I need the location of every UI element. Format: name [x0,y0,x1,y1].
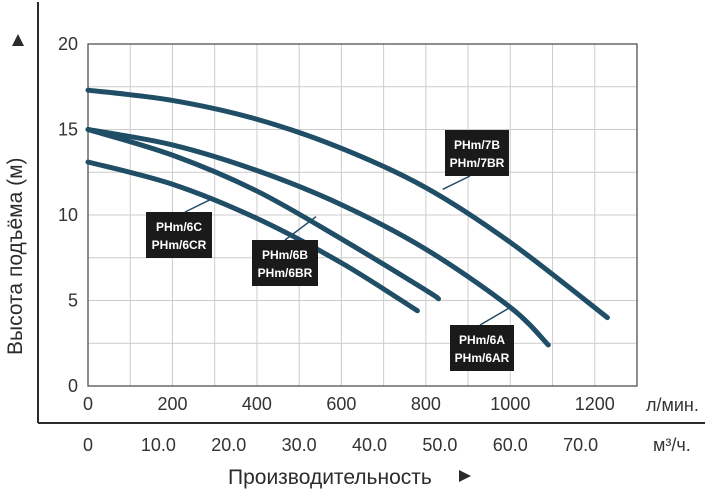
x2-tick-label: 50.0 [422,435,457,455]
x-tick-label: 1000 [490,394,530,414]
x-tick-label: 1200 [575,394,615,414]
x2-tick-label: 20.0 [211,435,246,455]
series-label-box [445,130,509,176]
y-axis-title: Высота подъёма (м) [4,157,27,355]
x2-tick-label: 60.0 [493,435,528,455]
series-label-text: PHm/6A [459,333,505,347]
series-labels: PHm/7B PHm/7BR PHm/6A PHm/6AR PHm/6B PHm/6BR P… [146,130,514,371]
x2-tick-label: 0 [83,435,93,455]
leader-line [184,198,211,213]
series-label-box [146,212,212,258]
series-curves [85,87,610,348]
y-tick-label: 5 [68,291,78,311]
plot-frame [87,43,638,387]
series-label-text: PHm/6AR [455,351,510,365]
x-tick-label: 0 [83,394,93,414]
y-tick-label: 20 [58,34,78,54]
series-label-box [450,325,514,371]
x-tick-label: 600 [326,394,356,414]
x2-tick-label: 40.0 [352,435,387,455]
gridlines [87,43,638,387]
y-tick-label: 0 [68,376,78,396]
x-tick-label: 400 [242,394,272,414]
series-label-text: PHm/6BR [258,266,313,280]
curve-phm-7b [85,87,610,321]
curve-phm-6a [85,127,551,348]
curve-phm-6b [85,127,442,302]
series-label-text: PHm/7B [454,138,500,152]
leader-line [479,306,511,326]
x-unit-primary: л/мин. [646,395,699,415]
y-axis-arrow-icon [12,34,24,46]
x-unit-secondary: м³/ч. [653,435,691,455]
x-axis-title: Производительность [228,466,432,489]
series-label-text: PHm/7BR [450,156,505,170]
x-tick-label: 200 [157,394,187,414]
x2-tick-label: 70.0 [563,435,598,455]
x-tick-label: 800 [411,394,441,414]
x-axis-arrow-icon [459,470,471,482]
x2-tick-label: 30.0 [282,435,317,455]
y-tick-label: 10 [58,205,78,225]
x2-tick-label: 10.0 [141,435,176,455]
series-label-text: PHm/6CR [152,238,207,252]
y-tick-label: 15 [58,120,78,140]
curve-phm-6c [85,159,420,314]
series-label-text: PHm/6C [156,220,202,234]
leader-line [442,175,471,191]
series-label-text: PHm/6B [262,248,308,262]
leader-line [284,216,317,241]
series-label-box [252,240,318,286]
